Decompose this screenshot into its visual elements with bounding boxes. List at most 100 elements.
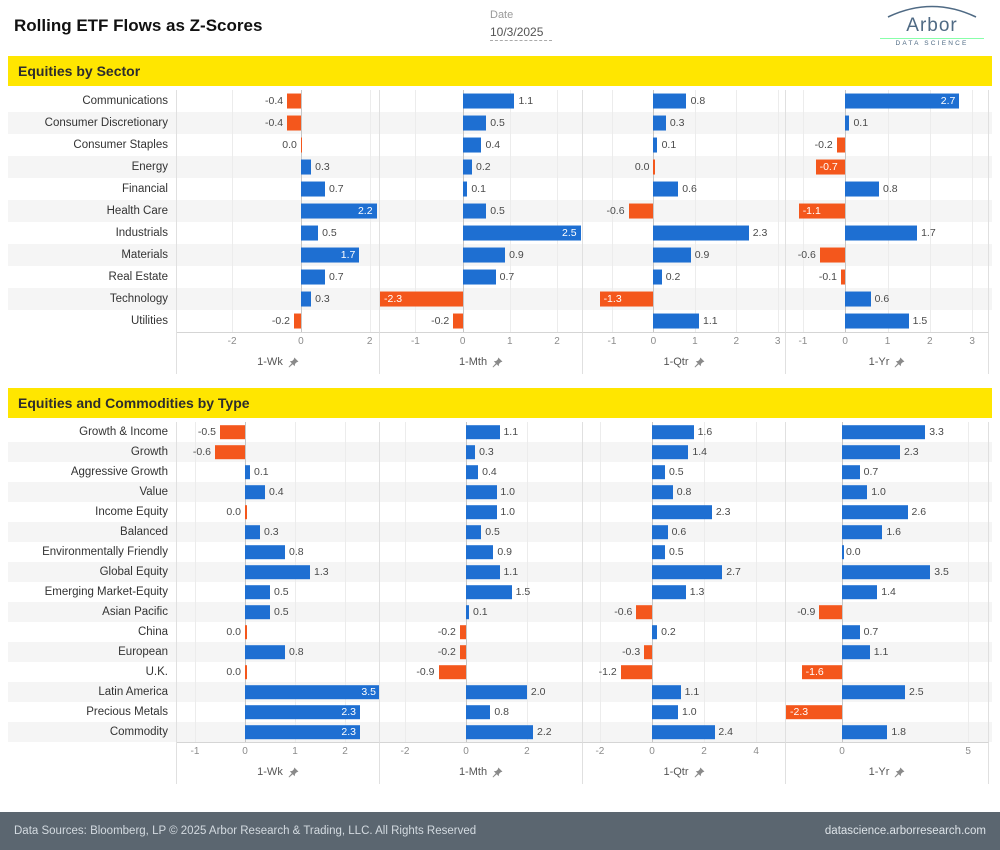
bar[interactable] [653,225,749,241]
bar[interactable] [836,137,846,153]
bar[interactable] [653,247,691,263]
bar[interactable] [466,605,469,619]
bar[interactable] [466,525,482,539]
pin-icon[interactable] [288,767,299,778]
bar[interactable] [652,585,686,599]
bar[interactable] [466,685,527,699]
bar[interactable] [845,115,850,131]
footer-site-link[interactable]: datascience.arborresearch.com [824,825,986,837]
bar[interactable] [842,525,883,539]
bar[interactable] [300,291,312,307]
bar[interactable] [245,625,247,639]
bar[interactable] [653,159,655,175]
bar[interactable] [287,93,301,109]
date-value[interactable]: 10/3/2025 [490,25,552,41]
bar[interactable] [459,645,466,659]
bar[interactable] [842,585,878,599]
bar[interactable] [466,485,497,499]
bar[interactable] [845,181,879,197]
bar[interactable] [466,585,512,599]
bar[interactable] [300,225,319,241]
bar[interactable] [245,505,247,519]
bar[interactable] [644,645,652,659]
bar[interactable] [459,625,466,639]
bar[interactable] [842,465,860,479]
bar[interactable] [652,725,715,739]
bar[interactable] [245,705,360,719]
bar[interactable] [636,605,652,619]
bar[interactable] [652,465,665,479]
bar[interactable] [819,605,842,619]
bar[interactable] [653,181,679,197]
bar[interactable] [294,313,301,329]
bar[interactable] [220,425,245,439]
bar[interactable] [438,665,466,679]
bar[interactable] [466,565,500,579]
bar[interactable] [652,545,665,559]
bar[interactable] [653,115,666,131]
bar[interactable] [652,705,678,719]
bar[interactable] [466,705,491,719]
bar[interactable] [245,725,360,739]
bar[interactable] [466,465,479,479]
bar[interactable] [462,203,487,219]
bar[interactable] [842,445,900,459]
bar[interactable] [620,665,652,679]
bar[interactable] [801,665,842,679]
bar[interactable] [462,247,506,263]
bar[interactable] [462,269,496,285]
bar[interactable] [652,445,689,459]
bar[interactable] [786,705,842,719]
bar[interactable] [599,291,654,307]
bar[interactable] [798,203,846,219]
bar[interactable] [300,203,377,219]
bar[interactable] [466,545,494,559]
bar[interactable] [842,625,860,639]
bar[interactable] [453,313,463,329]
bar[interactable] [300,137,303,153]
bar[interactable] [653,313,699,329]
bar[interactable] [462,225,581,241]
bar[interactable] [245,485,265,499]
bar[interactable] [462,115,487,131]
bar[interactable] [628,203,654,219]
bar[interactable] [845,93,960,109]
bar[interactable] [245,565,310,579]
bar[interactable] [652,685,681,699]
bar[interactable] [245,685,379,699]
bar[interactable] [245,665,247,679]
bar[interactable] [300,269,325,285]
bar[interactable] [842,425,926,439]
bar[interactable] [652,565,723,579]
bar[interactable] [653,93,687,109]
bar[interactable] [845,313,909,329]
bar[interactable] [300,181,325,197]
bar[interactable] [652,525,668,539]
bar[interactable] [842,545,844,559]
bar[interactable] [245,465,250,479]
bar[interactable] [462,181,468,197]
bar[interactable] [653,137,658,153]
pin-icon[interactable] [492,357,503,368]
bar[interactable] [245,605,270,619]
pin-icon[interactable] [492,767,503,778]
bar[interactable] [466,445,476,459]
pin-icon[interactable] [894,767,905,778]
bar[interactable] [652,625,658,639]
bar[interactable] [842,685,905,699]
bar[interactable] [300,159,312,175]
bar[interactable] [819,247,846,263]
pin-icon[interactable] [288,357,299,368]
bar[interactable] [845,225,918,241]
bar[interactable] [462,159,472,175]
bar[interactable] [245,645,285,659]
bar[interactable] [652,485,673,499]
bar[interactable] [462,137,482,153]
bar[interactable] [466,725,534,739]
bar[interactable] [842,565,931,579]
bar[interactable] [287,115,301,131]
bar[interactable] [245,545,285,559]
bar[interactable] [245,585,270,599]
bar[interactable] [841,269,846,285]
bar[interactable] [842,645,870,659]
